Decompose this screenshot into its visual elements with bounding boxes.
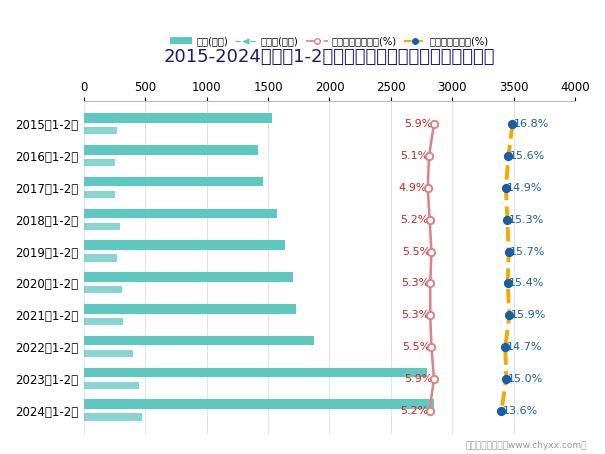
Point [427, 343, 436, 350]
Bar [84, 304, 296, 314]
Text: 5.1%: 5.1% [400, 151, 428, 161]
Point [505, 311, 514, 319]
Point [425, 216, 434, 223]
Point [424, 153, 434, 160]
Text: 15.4%: 15.4% [509, 278, 544, 288]
Bar [84, 127, 117, 134]
Point [508, 121, 517, 128]
Bar [84, 191, 114, 198]
Point [497, 407, 506, 414]
Text: 15.3%: 15.3% [509, 215, 544, 225]
Text: 5.5%: 5.5% [402, 342, 431, 352]
Text: 15.9%: 15.9% [511, 310, 546, 320]
Text: 制图：智研咨询（www.chyxx.com）: 制图：智研咨询（www.chyxx.com） [465, 441, 587, 450]
Bar [84, 222, 120, 230]
Text: 15.0%: 15.0% [508, 374, 543, 384]
Bar [84, 177, 263, 187]
Point [504, 248, 514, 255]
Text: 5.9%: 5.9% [405, 119, 433, 129]
Point [503, 153, 513, 160]
Point [503, 280, 512, 287]
Point [425, 407, 434, 414]
Point [427, 248, 436, 255]
Bar [84, 286, 122, 293]
Text: 5.3%: 5.3% [401, 310, 429, 320]
Text: 5.2%: 5.2% [401, 405, 428, 415]
Text: 13.6%: 13.6% [503, 405, 538, 415]
Bar [84, 382, 139, 389]
Legend: 存货(亿元), 产成品(亿元), 存货占流动资产比(%), 存货占总资产比(%): 存货(亿元), 产成品(亿元), 存货占流动资产比(%), 存货占总资产比(%) [166, 32, 493, 50]
Point [503, 216, 512, 223]
Bar [84, 159, 114, 166]
Point [429, 375, 439, 382]
Text: 4.9%: 4.9% [398, 183, 427, 193]
Bar [84, 400, 434, 409]
Text: 15.6%: 15.6% [509, 151, 545, 161]
Bar [84, 318, 123, 325]
Point [423, 184, 433, 192]
Bar [84, 368, 427, 377]
Title: 2015-2024年各年1-2月内蒙古自治区工业企业存货统计图: 2015-2024年各年1-2月内蒙古自治区工业企业存货统计图 [164, 48, 495, 66]
Bar [84, 336, 313, 345]
Text: 14.7%: 14.7% [506, 342, 542, 352]
Bar [84, 414, 142, 420]
Text: 5.5%: 5.5% [402, 247, 431, 257]
Point [500, 343, 510, 350]
Text: 5.2%: 5.2% [401, 215, 428, 225]
Text: 15.7%: 15.7% [510, 247, 545, 257]
Bar [84, 272, 293, 282]
Bar [84, 113, 272, 123]
Bar [84, 254, 117, 262]
Bar [84, 209, 276, 218]
Point [429, 121, 439, 128]
Bar [84, 145, 258, 155]
Point [425, 280, 435, 287]
Bar [84, 241, 286, 250]
Text: 5.9%: 5.9% [405, 374, 433, 384]
Point [501, 184, 511, 192]
Point [425, 311, 435, 319]
Bar [84, 350, 133, 357]
Text: 16.8%: 16.8% [514, 119, 549, 129]
Text: 5.3%: 5.3% [401, 278, 429, 288]
Point [502, 375, 511, 382]
Text: 14.9%: 14.9% [507, 183, 543, 193]
